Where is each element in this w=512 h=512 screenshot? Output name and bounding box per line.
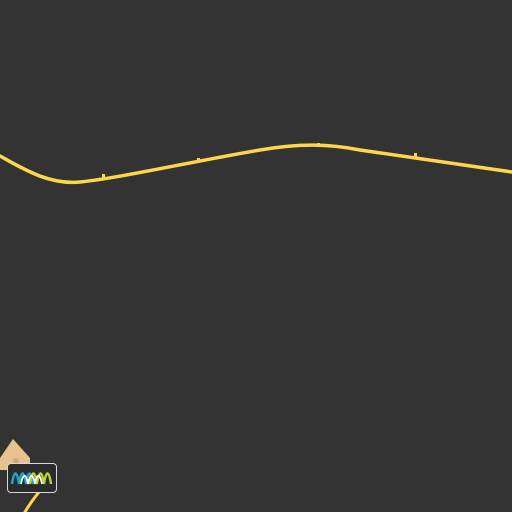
road-marker xyxy=(102,174,105,178)
road-marker xyxy=(197,158,200,162)
road-marker xyxy=(414,153,417,157)
road-marker xyxy=(317,143,320,147)
attribution-badge[interactable] xyxy=(7,463,57,493)
wave-logo-icon xyxy=(8,464,55,491)
highway-road[interactable] xyxy=(0,145,512,182)
